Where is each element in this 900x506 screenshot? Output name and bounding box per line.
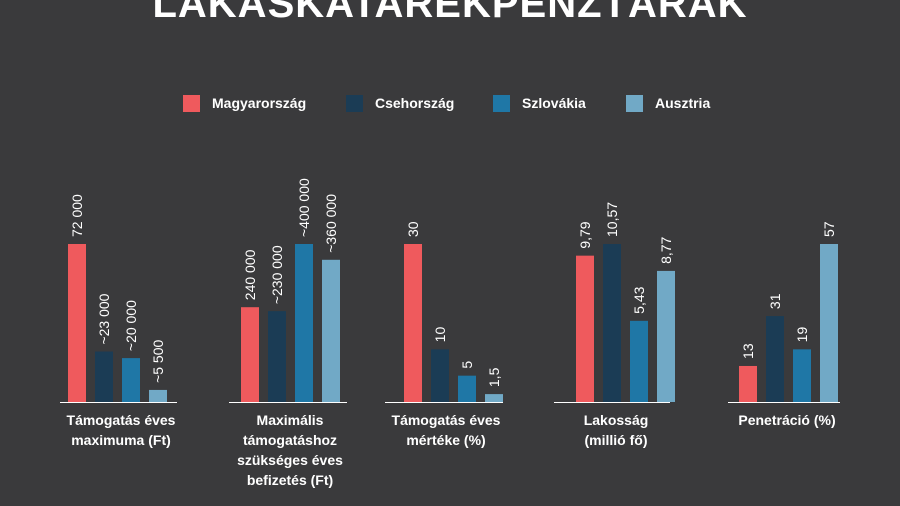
category-label-line: Támogatás éves bbox=[391, 412, 501, 428]
category-label-line: szükséges éves bbox=[237, 452, 343, 468]
value-label-4-2: 10,57 bbox=[604, 202, 620, 237]
category-label-line: (millió fő) bbox=[584, 432, 648, 448]
value-label-1-3: ~20 000 bbox=[123, 300, 139, 351]
value-label-3-2: 10 bbox=[432, 327, 448, 343]
value-label-5-1: 13 bbox=[740, 343, 756, 359]
legend-swatch-szlovakia bbox=[493, 94, 510, 112]
category-label-line: Támogatás éves bbox=[66, 412, 176, 428]
bar-1-3 bbox=[122, 358, 140, 402]
chart-title: LAKÁSKATARÉKPÉNZTÁRAK bbox=[152, 0, 748, 26]
legend-item-csehorszag: Csehország bbox=[346, 93, 454, 113]
bar-5-4 bbox=[820, 244, 838, 402]
legend-item-szlovakia: Szlovákia bbox=[493, 93, 586, 113]
bar-5-1 bbox=[739, 365, 757, 402]
value-label-5-4: 57 bbox=[821, 221, 837, 237]
bar-2-2 bbox=[268, 311, 286, 402]
category-label-2: Maximális támogatáshoz szükséges éves befiz… bbox=[205, 410, 375, 490]
legend-label-szlovakia: Szlovákia bbox=[522, 95, 586, 111]
legend-label-csehorszag: Csehország bbox=[375, 95, 455, 111]
bar-4-3 bbox=[630, 320, 648, 402]
value-label-1-4: ~5 500 bbox=[150, 340, 166, 383]
value-label-3-1: 30 bbox=[405, 221, 421, 237]
category-label-line: Penetráció (%) bbox=[738, 412, 836, 428]
legend-swatch-magyarorszag bbox=[183, 94, 200, 112]
value-label-2-4: ~360 000 bbox=[323, 194, 339, 253]
bar-1-4 bbox=[149, 389, 167, 402]
category-label-line: támogatáshoz bbox=[242, 432, 338, 448]
value-label-5-3: 19 bbox=[794, 327, 810, 343]
legend-label-ausztria: Ausztria bbox=[655, 95, 711, 111]
category-label-line: befizetés (Ft) bbox=[246, 472, 334, 488]
category-label-line: Lakosság bbox=[583, 412, 649, 428]
bar-5-2 bbox=[766, 316, 784, 402]
value-label-2-1: 240 000 bbox=[242, 249, 258, 300]
category-label-line: Maximális bbox=[256, 412, 324, 428]
category-label-4: Lakosság (millió fő) bbox=[531, 410, 701, 450]
bar-4-1 bbox=[576, 255, 594, 402]
bar-4-2 bbox=[603, 244, 621, 402]
legend-item-ausztria: Ausztria bbox=[626, 93, 710, 113]
value-label-3-3: 5 bbox=[459, 361, 475, 369]
value-label-1-2: ~23 000 bbox=[96, 293, 112, 344]
legend-item-magyarorszag: Magyarország bbox=[183, 93, 306, 113]
bar-2-3 bbox=[295, 244, 313, 402]
bar-2-1 bbox=[241, 307, 259, 402]
category-label-line: mértéke (%) bbox=[406, 432, 486, 448]
category-label-5: Penetráció (%) bbox=[702, 410, 872, 430]
legend-swatch-ausztria bbox=[626, 94, 643, 112]
bar-1-1 bbox=[68, 244, 86, 402]
category-label-3: Támogatás éves mértéke (%) bbox=[361, 410, 531, 450]
legend: Magyarország Csehország Szlovákia Ausztr… bbox=[0, 93, 900, 113]
value-label-4-3: 5,43 bbox=[631, 286, 647, 313]
bar-5-3 bbox=[793, 349, 811, 402]
value-label-4-1: 9,79 bbox=[577, 221, 593, 248]
bar-3-2 bbox=[431, 349, 449, 402]
value-label-4-4: 8,77 bbox=[658, 236, 674, 263]
value-label-2-3: ~400 000 bbox=[296, 178, 312, 237]
category-label-1: Támogatás éves maximuma (Ft) bbox=[36, 410, 206, 450]
bar-3-3 bbox=[458, 375, 476, 402]
bar-1-2 bbox=[95, 351, 113, 402]
bar-4-4 bbox=[657, 270, 675, 402]
value-label-1-1: 72 000 bbox=[69, 194, 85, 237]
value-label-2-2: ~230 000 bbox=[269, 245, 285, 304]
bar-3-4 bbox=[485, 394, 503, 402]
value-label-3-4: 1,5 bbox=[486, 367, 502, 387]
legend-label-magyarorszag: Magyarország bbox=[212, 95, 307, 111]
value-label-5-2: 31 bbox=[767, 293, 783, 309]
legend-swatch-csehorszag bbox=[346, 94, 363, 112]
bar-2-4 bbox=[322, 259, 340, 402]
bar-3-1 bbox=[404, 244, 422, 402]
category-label-line: maximuma (Ft) bbox=[71, 432, 171, 448]
